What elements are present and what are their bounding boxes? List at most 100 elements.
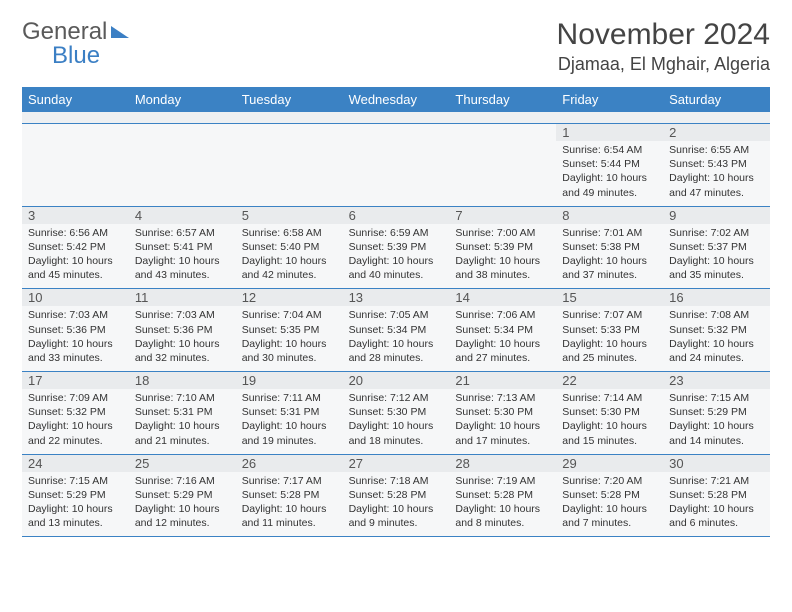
- day-number: 26: [236, 455, 343, 472]
- day-number: 7: [449, 207, 556, 224]
- day-number: 11: [129, 289, 236, 306]
- title-block: November 2024 Djamaa, El Mghair, Algeria: [557, 18, 770, 75]
- day-details: Sunrise: 7:17 AMSunset: 5:28 PMDaylight:…: [242, 474, 337, 531]
- day-number: 2: [663, 124, 770, 141]
- sunset-line: Sunset: 5:39 PM: [455, 240, 550, 254]
- sunrise-line: Sunrise: 7:05 AM: [349, 308, 444, 322]
- day-number: 19: [236, 372, 343, 389]
- day-details: Sunrise: 6:58 AMSunset: 5:40 PMDaylight:…: [242, 226, 337, 283]
- day-cell: 2 Sunrise: 6:55 AMSunset: 5:43 PMDaylight…: [663, 124, 770, 206]
- daylight-line: Daylight: 10 hours and 37 minutes.: [562, 254, 657, 282]
- day-details: Sunrise: 7:12 AMSunset: 5:30 PMDaylight:…: [349, 391, 444, 448]
- sunset-line: Sunset: 5:34 PM: [349, 323, 444, 337]
- logo-triangle-icon: [111, 26, 129, 38]
- day-number: 9: [663, 207, 770, 224]
- day-cell: 15Sunrise: 7:07 AMSunset: 5:33 PMDayligh…: [556, 289, 663, 371]
- sunset-line: Sunset: 5:37 PM: [669, 240, 764, 254]
- day-cell: 28Sunrise: 7:19 AMSunset: 5:28 PMDayligh…: [449, 455, 556, 537]
- sunset-line: Sunset: 5:38 PM: [562, 240, 657, 254]
- daylight-line: Daylight: 10 hours and 33 minutes.: [28, 337, 123, 365]
- sunset-line: Sunset: 5:43 PM: [669, 157, 764, 171]
- sunset-line: Sunset: 5:44 PM: [562, 157, 657, 171]
- weekday-fri: Friday: [556, 87, 663, 112]
- day-details: Sunrise: 7:16 AMSunset: 5:29 PMDaylight:…: [135, 474, 230, 531]
- day-number: 17: [22, 372, 129, 389]
- day-cell: 11Sunrise: 7:03 AMSunset: 5:36 PMDayligh…: [129, 289, 236, 371]
- sunset-line: Sunset: 5:42 PM: [28, 240, 123, 254]
- day-details: Sunrise: 7:10 AMSunset: 5:31 PMDaylight:…: [135, 391, 230, 448]
- sunset-line: Sunset: 5:36 PM: [135, 323, 230, 337]
- day-cell: 7Sunrise: 7:00 AMSunset: 5:39 PMDaylight…: [449, 207, 556, 289]
- day-cell: 14Sunrise: 7:06 AMSunset: 5:34 PMDayligh…: [449, 289, 556, 371]
- sunrise-line: Sunrise: 7:14 AM: [562, 391, 657, 405]
- weekday-wed: Wednesday: [343, 87, 450, 112]
- day-cell: [22, 124, 129, 206]
- weeks-container: 1Sunrise: 6:54 AMSunset: 5:44 PMDaylight…: [22, 124, 770, 537]
- daylight-line: Daylight: 10 hours and 21 minutes.: [135, 419, 230, 447]
- daylight-line: Daylight: 10 hours and 18 minutes.: [349, 419, 444, 447]
- sunset-line: Sunset: 5:28 PM: [455, 488, 550, 502]
- sunrise-line: Sunrise: 7:15 AM: [28, 474, 123, 488]
- day-cell: 4Sunrise: 6:57 AMSunset: 5:41 PMDaylight…: [129, 207, 236, 289]
- sunrise-line: Sunrise: 7:03 AM: [135, 308, 230, 322]
- day-number: 16: [663, 289, 770, 306]
- day-number: 6: [343, 207, 450, 224]
- day-cell: 13Sunrise: 7:05 AMSunset: 5:34 PMDayligh…: [343, 289, 450, 371]
- daylight-line: Daylight: 10 hours and 14 minutes.: [669, 419, 764, 447]
- week-row: 3Sunrise: 6:56 AMSunset: 5:42 PMDaylight…: [22, 207, 770, 290]
- day-details: Sunrise: 7:07 AMSunset: 5:33 PMDaylight:…: [562, 308, 657, 365]
- daylight-line: Daylight: 10 hours and 40 minutes.: [349, 254, 444, 282]
- day-cell: 12Sunrise: 7:04 AMSunset: 5:35 PMDayligh…: [236, 289, 343, 371]
- sunrise-line: Sunrise: 7:02 AM: [669, 226, 764, 240]
- daylight-line: Daylight: 10 hours and 43 minutes.: [135, 254, 230, 282]
- daylight-line: Daylight: 10 hours and 45 minutes.: [28, 254, 123, 282]
- daylight-line: Daylight: 10 hours and 15 minutes.: [562, 419, 657, 447]
- day-number: 5: [236, 207, 343, 224]
- day-cell: 5 Sunrise: 6:58 AMSunset: 5:40 PMDaylight…: [236, 207, 343, 289]
- day-cell: 23Sunrise: 7:15 AMSunset: 5:29 PMDayligh…: [663, 372, 770, 454]
- day-details: Sunrise: 6:56 AMSunset: 5:42 PMDaylight:…: [28, 226, 123, 283]
- day-details: Sunrise: 7:04 AMSunset: 5:35 PMDaylight:…: [242, 308, 337, 365]
- day-cell: 3Sunrise: 6:56 AMSunset: 5:42 PMDaylight…: [22, 207, 129, 289]
- sunset-line: Sunset: 5:28 PM: [242, 488, 337, 502]
- daylight-line: Daylight: 10 hours and 28 minutes.: [349, 337, 444, 365]
- day-details: Sunrise: 7:02 AMSunset: 5:37 PMDaylight:…: [669, 226, 764, 283]
- sunrise-line: Sunrise: 7:21 AM: [669, 474, 764, 488]
- day-details: Sunrise: 7:19 AMSunset: 5:28 PMDaylight:…: [455, 474, 550, 531]
- spacer-row: [22, 112, 770, 124]
- sunrise-line: Sunrise: 7:19 AM: [455, 474, 550, 488]
- sunset-line: Sunset: 5:36 PM: [28, 323, 123, 337]
- sunrise-line: Sunrise: 7:00 AM: [455, 226, 550, 240]
- weekday-thu: Thursday: [449, 87, 556, 112]
- sunrise-line: Sunrise: 7:11 AM: [242, 391, 337, 405]
- sunset-line: Sunset: 5:31 PM: [242, 405, 337, 419]
- sunrise-line: Sunrise: 7:04 AM: [242, 308, 337, 322]
- sunset-line: Sunset: 5:29 PM: [28, 488, 123, 502]
- sunrise-line: Sunrise: 7:12 AM: [349, 391, 444, 405]
- daylight-line: Daylight: 10 hours and 22 minutes.: [28, 419, 123, 447]
- day-number: 18: [129, 372, 236, 389]
- day-details: Sunrise: 7:08 AMSunset: 5:32 PMDaylight:…: [669, 308, 764, 365]
- day-cell: 27Sunrise: 7:18 AMSunset: 5:28 PMDayligh…: [343, 455, 450, 537]
- day-cell: [449, 124, 556, 206]
- logo-text-blue: Blue: [52, 42, 100, 70]
- daylight-line: Daylight: 10 hours and 6 minutes.: [669, 502, 764, 530]
- weekday-sat: Saturday: [663, 87, 770, 112]
- day-number: 14: [449, 289, 556, 306]
- month-title: November 2024: [557, 18, 770, 52]
- day-details: Sunrise: 7:13 AMSunset: 5:30 PMDaylight:…: [455, 391, 550, 448]
- day-number: 29: [556, 455, 663, 472]
- day-cell: 29Sunrise: 7:20 AMSunset: 5:28 PMDayligh…: [556, 455, 663, 537]
- day-number: 30: [663, 455, 770, 472]
- weekday-mon: Monday: [129, 87, 236, 112]
- day-cell: 6Sunrise: 6:59 AMSunset: 5:39 PMDaylight…: [343, 207, 450, 289]
- calendar: Sunday Monday Tuesday Wednesday Thursday…: [22, 87, 770, 537]
- day-details: Sunrise: 6:55 AMSunset: 5:43 PMDaylight:…: [669, 143, 764, 200]
- day-details: Sunrise: 7:14 AMSunset: 5:30 PMDaylight:…: [562, 391, 657, 448]
- weekday-sun: Sunday: [22, 87, 129, 112]
- sunset-line: Sunset: 5:39 PM: [349, 240, 444, 254]
- sunrise-line: Sunrise: 6:55 AM: [669, 143, 764, 157]
- week-row: 1Sunrise: 6:54 AMSunset: 5:44 PMDaylight…: [22, 124, 770, 207]
- day-details: Sunrise: 7:03 AMSunset: 5:36 PMDaylight:…: [28, 308, 123, 365]
- sunset-line: Sunset: 5:29 PM: [135, 488, 230, 502]
